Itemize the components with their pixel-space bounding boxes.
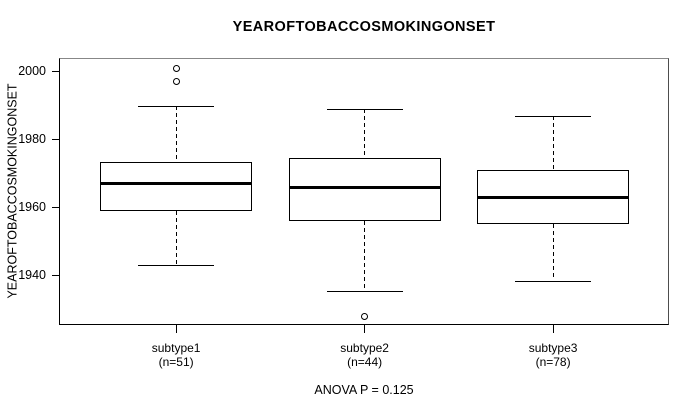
y-tick-mark	[52, 206, 59, 208]
group-count-label: (n=78)	[535, 354, 571, 369]
median-line-subtype3	[477, 195, 630, 199]
upper-whisker-line-subtype1	[175, 105, 177, 162]
group-name-label: subtype3	[528, 341, 578, 355]
upper-whisker-cap-subtype3	[515, 115, 592, 117]
lower-whisker-cap-subtype3	[515, 280, 592, 282]
iqr-box-subtype2	[288, 158, 441, 222]
median-line-subtype2	[288, 185, 441, 189]
upper-whisker-cap-subtype1	[138, 105, 215, 107]
outlier-point-subtype1	[172, 64, 180, 72]
median-line-subtype1	[100, 182, 253, 186]
lower-whisker-line-subtype3	[552, 224, 554, 281]
upper-whisker-cap-subtype2	[326, 108, 403, 110]
y-tick-mark	[52, 139, 59, 141]
group-count-label: (n=51)	[158, 354, 194, 369]
x-tick-mark-subtype1	[175, 325, 177, 333]
y-tick-label: 1960	[18, 199, 46, 214]
anova-annotation: ANOVA P = 0.125	[314, 383, 414, 397]
y-axis-title: YEAROFTOBACCOSMOKINGONSET	[5, 83, 20, 299]
upper-whisker-line-subtype2	[364, 108, 366, 159]
upper-whisker-line-subtype3	[552, 115, 554, 171]
lower-whisker-cap-subtype1	[138, 265, 215, 267]
plot-area	[59, 58, 669, 325]
x-tick-mark-subtype3	[552, 325, 554, 333]
group-count-label: (n=44)	[347, 354, 383, 369]
outlier-point-subtype1	[172, 78, 180, 86]
y-tick-mark	[52, 274, 59, 276]
y-tick-label: 1980	[18, 132, 46, 147]
y-tick-label: 1940	[18, 267, 46, 282]
x-tick-label-subtype3: subtype3 (n=78)	[528, 341, 578, 369]
chart-title: YEAROFTOBACCOSMOKINGONSET	[232, 19, 496, 35]
lower-whisker-line-subtype2	[364, 221, 366, 291]
x-tick-label-subtype2: subtype2 (n=44)	[340, 341, 389, 369]
group-name-label: subtype2	[340, 341, 389, 355]
x-tick-mark-subtype2	[364, 325, 366, 333]
outlier-point-subtype2	[361, 312, 369, 320]
y-tick-mark	[52, 71, 59, 73]
iqr-box-subtype1	[100, 161, 253, 211]
lower-whisker-cap-subtype2	[326, 290, 403, 292]
lower-whisker-line-subtype1	[175, 210, 177, 266]
group-name-label: subtype1	[151, 341, 201, 355]
x-tick-label-subtype1: subtype1 (n=51)	[151, 341, 201, 369]
y-tick-label: 2000	[18, 64, 46, 79]
